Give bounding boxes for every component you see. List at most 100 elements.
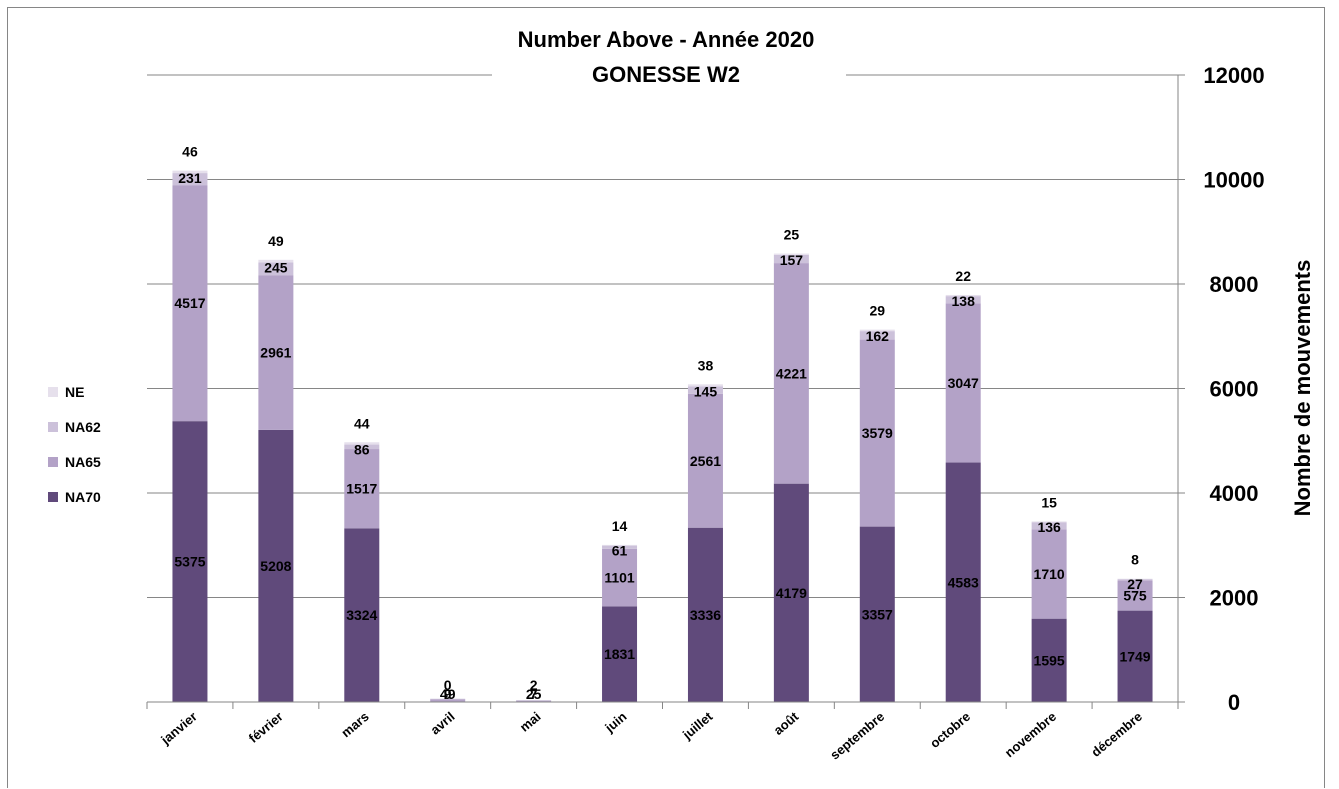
bar-segment — [602, 606, 638, 702]
x-tick-label: juillet — [679, 708, 716, 742]
bar-segment — [859, 339, 895, 527]
legend: NE NA62 NA65 NA70 — [48, 384, 101, 505]
x-tick-label: mars — [338, 709, 371, 740]
bar-segment — [773, 263, 809, 484]
data-label: 0 — [444, 677, 452, 693]
data-label: 4179 — [776, 585, 807, 601]
chart-frame — [7, 7, 1325, 788]
title-background — [492, 20, 846, 100]
legend-label: NA65 — [65, 454, 101, 470]
x-tick-label: juin — [601, 709, 629, 736]
bar-segment — [258, 429, 294, 702]
bar-segment — [773, 253, 809, 255]
y-axis-label: Nombre de mouvements — [1290, 260, 1315, 517]
x-tick-label: janvier — [157, 709, 200, 748]
bar-segment — [687, 393, 723, 528]
bar-segment — [344, 442, 380, 445]
y-tick-label: 6000 — [1210, 377, 1259, 402]
data-label: 27 — [1127, 576, 1143, 592]
bar-segment — [344, 528, 380, 702]
bar-segment — [687, 527, 723, 702]
data-label: 5375 — [174, 554, 205, 570]
bar-segment — [945, 296, 981, 304]
legend-label: NA62 — [65, 419, 101, 435]
bar-segment — [687, 384, 723, 387]
data-label: 245 — [264, 259, 288, 275]
bar-segment — [1117, 610, 1153, 702]
legend-swatch — [48, 422, 58, 432]
x-tick-label: mai — [517, 709, 544, 735]
data-label: 138 — [952, 293, 976, 309]
legend-label: NA70 — [65, 489, 101, 505]
data-label: 4583 — [948, 574, 979, 590]
bar-segment — [773, 483, 809, 702]
y-tick-label: 12000 — [1203, 63, 1264, 88]
data-label: 575 — [1123, 588, 1147, 604]
x-tick-label: novembre — [1002, 709, 1059, 760]
data-label: 136 — [1037, 519, 1061, 535]
data-label: 8 — [1131, 552, 1139, 568]
data-label: 25 — [784, 227, 800, 243]
data-label: 1749 — [1119, 648, 1150, 664]
data-label: 231 — [178, 170, 202, 186]
data-label: 14 — [612, 518, 628, 534]
data-label: 22 — [955, 268, 971, 284]
bars — [172, 170, 1153, 702]
data-label: 3336 — [690, 607, 721, 623]
y-tick-label: 4000 — [1210, 481, 1259, 506]
data-label: 3324 — [346, 607, 377, 623]
legend-swatch — [48, 457, 58, 467]
data-label: 38 — [698, 357, 714, 373]
bar-segment — [1031, 522, 1067, 530]
bar-segment — [344, 444, 380, 450]
gridlines — [147, 74, 1178, 598]
data-label: 4517 — [174, 295, 205, 311]
bar-segment — [258, 275, 294, 430]
data-labels: 5375451723146520829612454933241517864449… — [174, 144, 1150, 702]
bar-segment — [258, 259, 294, 263]
data-label: 1101 — [604, 570, 635, 586]
bar-segment — [945, 294, 981, 297]
bar-segment — [1117, 579, 1153, 581]
legend-label: NE — [65, 384, 84, 400]
data-label: 15 — [1041, 494, 1057, 510]
bar-segment — [602, 544, 638, 546]
data-label: 46 — [182, 144, 198, 160]
y-tick-label: 10000 — [1203, 168, 1264, 193]
data-label: 145 — [694, 383, 718, 399]
data-label: 3579 — [862, 425, 893, 441]
y-tick-label: 2000 — [1210, 586, 1259, 611]
data-label: 61 — [612, 543, 628, 559]
data-label: 9 — [444, 686, 452, 702]
data-label: 29 — [870, 303, 886, 319]
bar-segment — [258, 262, 294, 276]
bar-segment — [516, 700, 552, 702]
x-tick-label: octobre — [927, 709, 973, 751]
bar-segment — [687, 386, 723, 394]
data-label: 49 — [440, 686, 456, 702]
bar-segment — [172, 185, 208, 422]
bar-segment — [344, 449, 380, 529]
data-label: 44 — [354, 415, 370, 431]
bar-segment — [1031, 618, 1067, 702]
data-label: 2 — [530, 677, 538, 693]
x-tick-label: août — [771, 708, 802, 738]
data-label: 1710 — [1034, 566, 1065, 582]
data-label: 162 — [866, 328, 890, 344]
legend-swatch — [48, 387, 58, 397]
data-label: 7 — [530, 686, 538, 702]
data-label: 1517 — [346, 481, 377, 497]
data-label: 4221 — [776, 365, 807, 381]
bar-segment — [859, 526, 895, 702]
bar-segment — [1031, 529, 1067, 619]
data-label: 1831 — [604, 646, 635, 662]
bar-segment — [602, 545, 638, 549]
y-tick-label: 0 — [1228, 690, 1240, 715]
bar-segment — [172, 421, 208, 702]
bar-segment — [172, 170, 208, 174]
data-label: 86 — [354, 442, 370, 458]
bar-segment — [945, 303, 981, 463]
legend-swatch — [48, 492, 58, 502]
data-label: 2561 — [690, 453, 721, 469]
